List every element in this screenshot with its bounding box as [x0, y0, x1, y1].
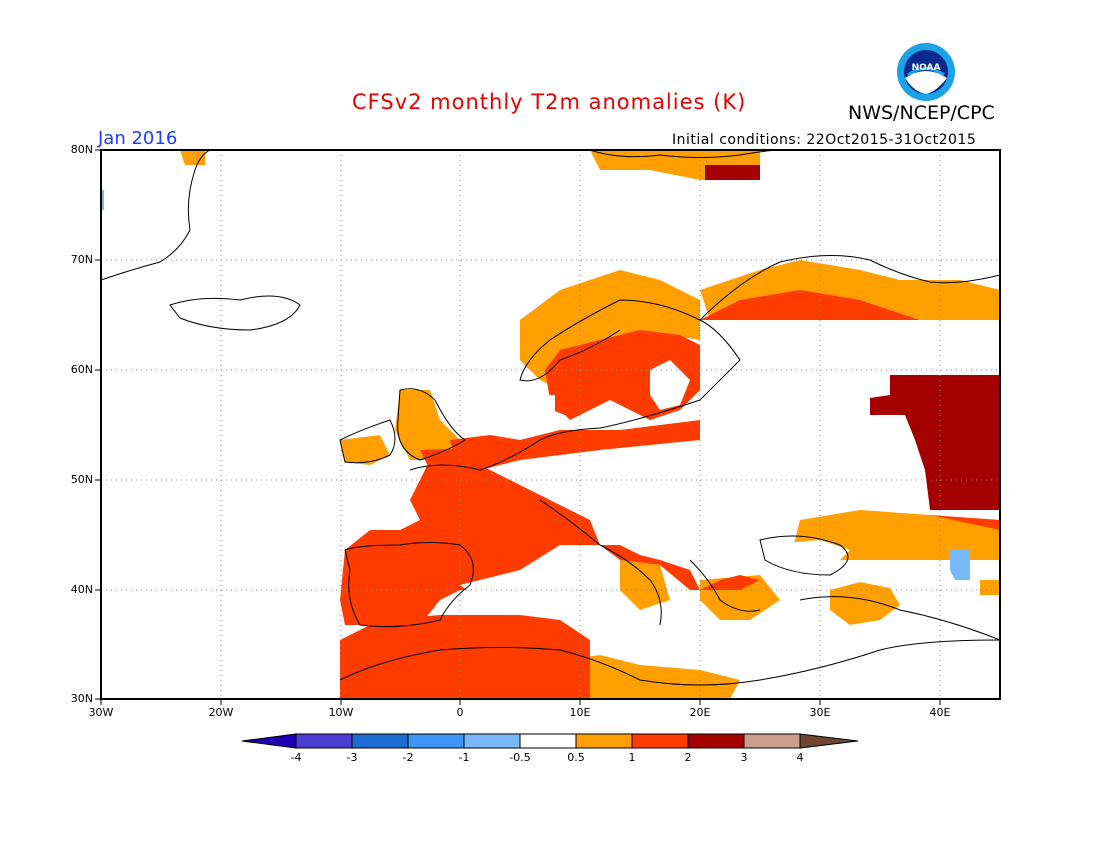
- x-label-20w: 20W: [208, 706, 234, 719]
- agency-label: NWS/NCEP/CPC: [848, 102, 995, 124]
- anomaly-darkred-regions: [705, 165, 1000, 510]
- forecast-month: Jan 2016: [98, 128, 178, 149]
- colorbar: [241, 733, 859, 749]
- colorbar-label: 4: [796, 751, 804, 764]
- sea-areas: [460, 345, 850, 610]
- x-label-30w: 30W: [88, 706, 114, 719]
- y-label-60n: 60N: [70, 363, 93, 376]
- x-label-10w: 10W: [328, 706, 354, 719]
- colorbar-label: 2: [684, 751, 692, 764]
- colorbar-label: 3: [740, 751, 748, 764]
- initial-conditions: Initial conditions: 22Oct2015-31Oct2015: [672, 132, 977, 148]
- y-label-40n: 40N: [70, 583, 93, 596]
- colorbar-label: -2: [402, 751, 414, 764]
- logo-text: NOAA: [912, 63, 941, 73]
- axis-ticks: [95, 149, 941, 705]
- y-label-30n: 30N: [70, 692, 93, 705]
- colorbar-label: 0.5: [567, 751, 585, 764]
- colorbar-label: -1: [458, 751, 470, 764]
- colorbar-label: -3: [346, 751, 358, 764]
- coastlines: [101, 150, 1000, 686]
- y-label-50n: 50N: [70, 473, 93, 486]
- x-label-10e: 10E: [569, 706, 591, 719]
- x-label-0: 0: [456, 706, 464, 719]
- anomaly-orange-regions: [180, 150, 1000, 699]
- y-label-70n: 70N: [70, 253, 93, 266]
- noaa-logo: NOAA: [897, 43, 955, 101]
- colorbar-label: -0.5: [509, 751, 531, 764]
- colorbar-label: 1: [628, 751, 636, 764]
- chart-title: CFSv2 monthly T2m anomalies (K): [352, 90, 747, 114]
- x-label-40e: 40E: [929, 706, 951, 719]
- colorbar-label: -4: [290, 751, 302, 764]
- x-label-30e: 30E: [809, 706, 831, 719]
- colorbar-segment-max: [799, 733, 859, 749]
- y-label-80n: 80N: [70, 143, 93, 156]
- anomaly-red-regions: [340, 290, 1000, 699]
- x-label-20e: 20E: [689, 706, 711, 719]
- colorbar-segment-min: [241, 733, 297, 749]
- map-frame: [100, 149, 1001, 700]
